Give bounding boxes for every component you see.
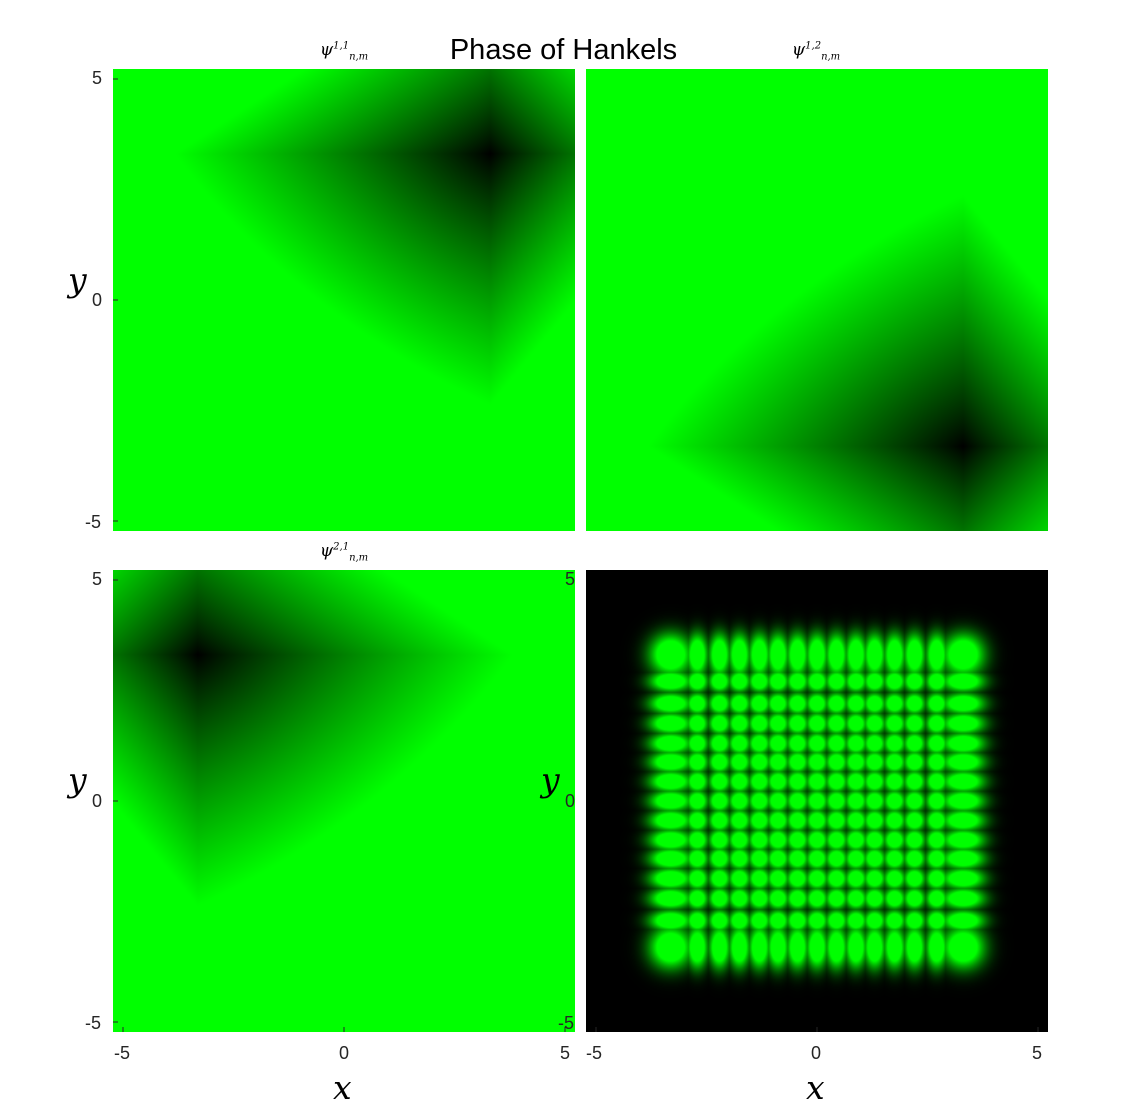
panel-4-ytick-0: 0: [565, 791, 576, 811]
panel-1-ytick-neg5: -5: [85, 512, 102, 532]
panel-3-title-main: ψ: [319, 541, 334, 561]
panel-4-ytick-neg5: -5: [558, 1013, 575, 1033]
panel-4-ytick-5: 5: [565, 569, 576, 589]
panel-4-xlabel: x: [806, 1068, 825, 1107]
panel-1-title: ψ1,1n,m: [284, 40, 404, 62]
panel-3-ytick-5: 5: [92, 569, 103, 589]
panel-3-canvas: [113, 570, 575, 1032]
panel-2-title: ψ1,2n,m: [756, 40, 876, 62]
panel-3-ylabel: y: [68, 760, 87, 799]
panel-4-xtick-5: 5: [1032, 1043, 1043, 1063]
panel-4-xtick-neg5: -5: [586, 1043, 603, 1063]
panel-3-xlabel: x: [333, 1068, 352, 1107]
panel-3-xtick-neg5: -5: [114, 1043, 131, 1063]
panel-2-heatmap: [586, 69, 1048, 531]
panel-4-canvas: [586, 570, 1048, 1032]
panel-1-heatmap: [113, 69, 575, 531]
panel-4-heatmap: [586, 570, 1048, 1032]
panel-3-title-sub: n,m: [349, 552, 369, 564]
panel-3-title: ψ2,1n,m: [284, 541, 404, 563]
panel-3-xtick-0: 0: [339, 1043, 350, 1063]
panel-2-title-sub: n,m: [821, 51, 841, 63]
panel-2-title-main: ψ: [791, 40, 806, 60]
panel-4-ylabel: y: [541, 760, 560, 799]
panel-2-canvas: [586, 69, 1048, 531]
panel-4-xtick-0: 0: [811, 1043, 822, 1063]
panel-3-heatmap: [113, 570, 575, 1032]
panel-1-ylabel: y: [68, 260, 87, 299]
panel-1-ytick-0: 0: [92, 290, 103, 310]
panel-3-ytick-neg5: -5: [85, 1013, 102, 1033]
panel-1-title-main: ψ: [319, 40, 334, 60]
panel-1-title-sub: n,m: [349, 51, 369, 63]
panel-2-title-sup: 1,2: [805, 40, 822, 52]
figure-suptitle: Phase of Hankels: [449, 34, 678, 66]
panel-1-ytick-5: 5: [92, 68, 103, 88]
panel-3-ytick-0: 0: [92, 791, 103, 811]
panel-1-title-sup: 1,1: [333, 40, 350, 52]
panel-3-xtick-5: 5: [560, 1043, 571, 1063]
panel-3-title-sup: 2,1: [333, 541, 350, 553]
panel-1-canvas: [113, 69, 575, 531]
